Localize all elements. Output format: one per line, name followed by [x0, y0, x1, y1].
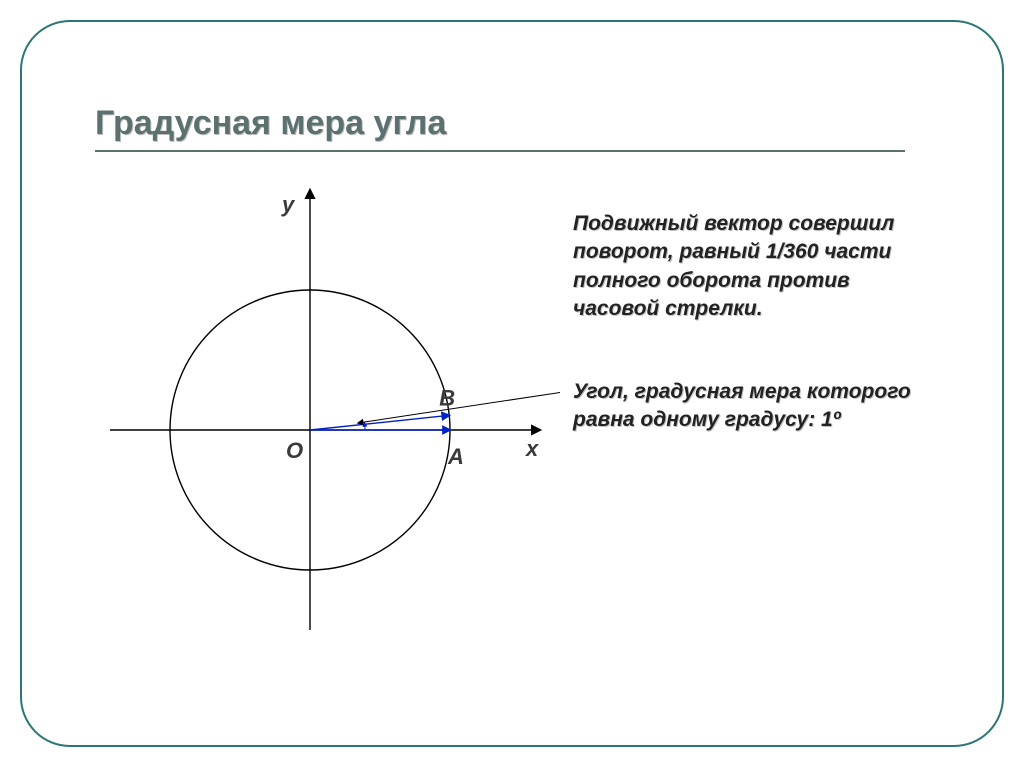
- label-x: x: [525, 436, 539, 461]
- vector-ob: [310, 415, 449, 430]
- slide-title: Градусная мера угла: [95, 104, 446, 143]
- label-y: y: [281, 192, 296, 217]
- paragraph-2: Угол, градусная мера которого равна одно…: [573, 378, 933, 435]
- label-a: A: [447, 444, 464, 469]
- title-underline: [95, 150, 905, 152]
- pointer-line: [358, 392, 560, 423]
- label-o: O: [286, 438, 303, 463]
- label-b: B: [439, 385, 455, 410]
- paragraph-1: Подвижный вектор совершил поворот, равны…: [573, 210, 933, 323]
- unit-circle-diagram: y x O A B: [100, 180, 560, 650]
